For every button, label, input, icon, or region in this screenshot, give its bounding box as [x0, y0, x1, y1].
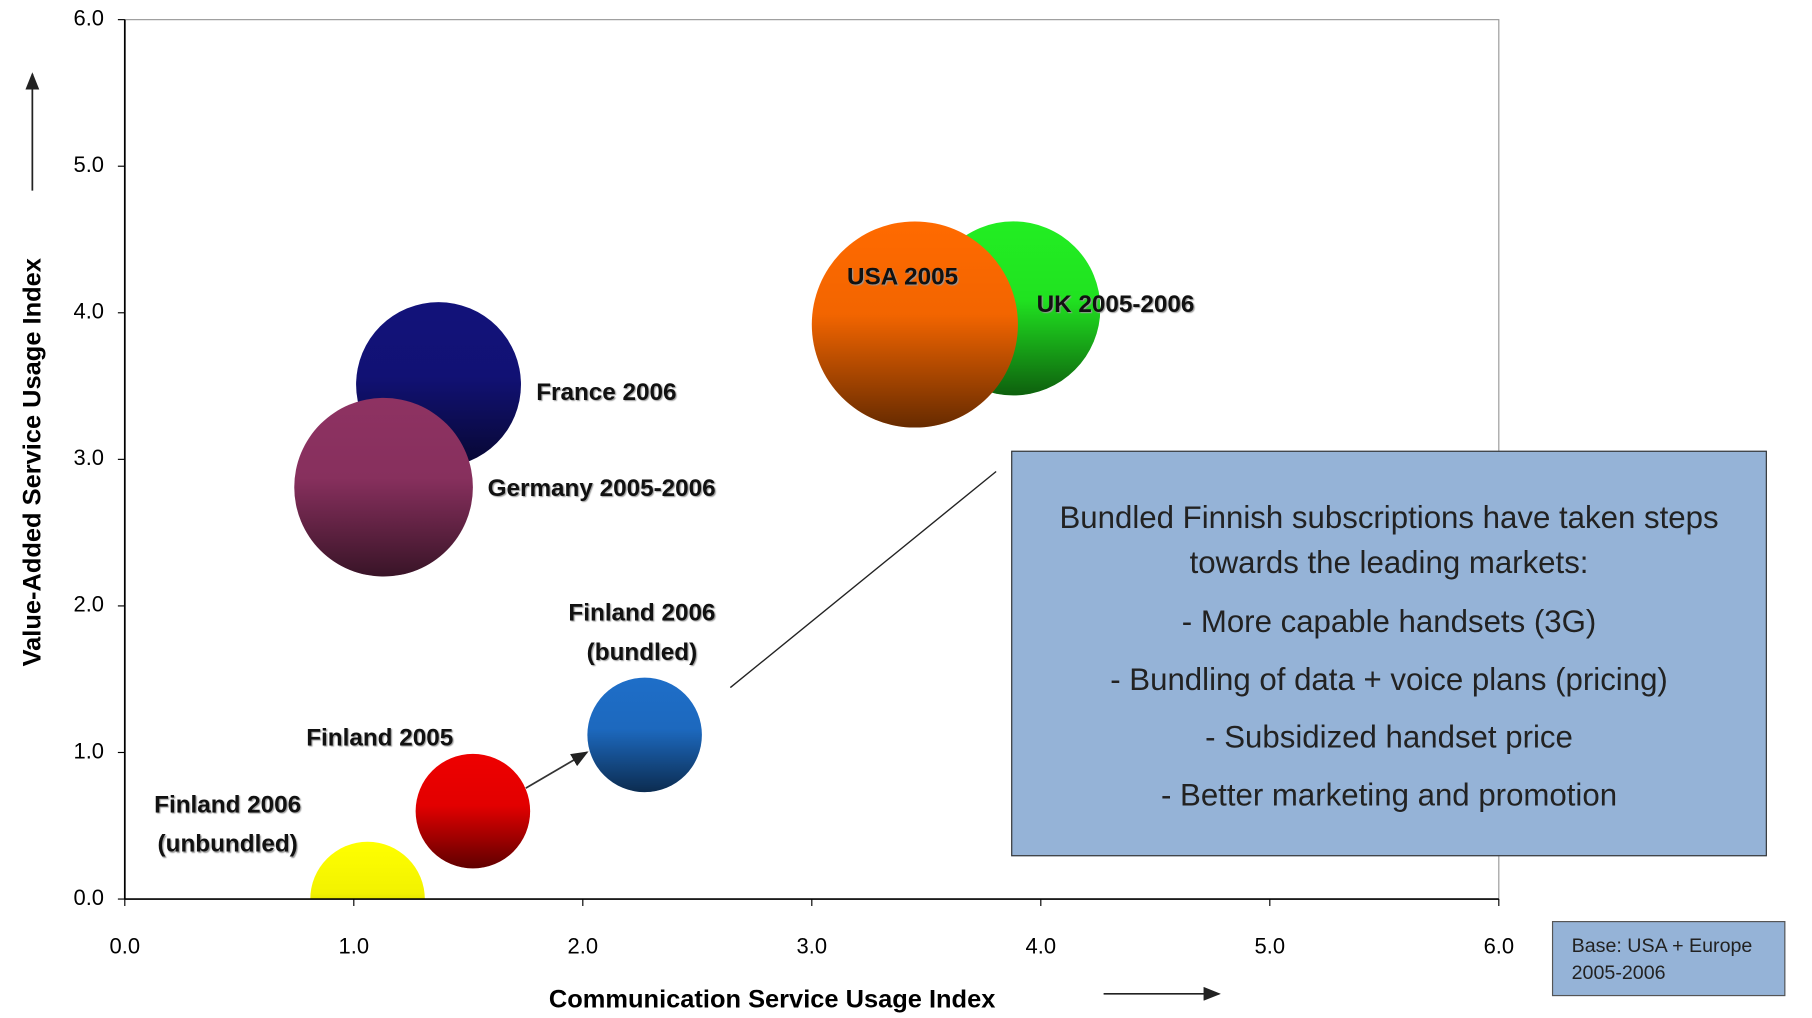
bubble-label: UK 2005-2006	[1036, 291, 1195, 318]
annotation-line: - More capable handsets (3G)	[1181, 604, 1597, 640]
bubble-label: Finland 2006 (unbundled)	[154, 791, 302, 858]
annotation-box: Bundled Finnish subscriptions have taken…	[1011, 450, 1767, 857]
bubble-shade	[310, 841, 425, 900]
x-tick-label: 5.0	[1255, 933, 1286, 958]
x-tick-label: 1.0	[339, 933, 370, 958]
x-tick-label: 4.0	[1026, 933, 1057, 958]
leader-line	[729, 470, 997, 689]
bubble-label: USA 2005	[847, 263, 959, 291]
x-tick-label: 6.0	[1484, 933, 1515, 958]
bubble-shade	[811, 221, 1018, 428]
y-tick-label: 1.0	[74, 738, 105, 763]
bubble-label: Germany 2005-2006	[487, 474, 716, 502]
base-note: Base: USA + Europe 2005-2006	[1551, 921, 1786, 997]
annotation-line: - Subsidized handset price	[1205, 719, 1573, 755]
annotation-line: Bundled Finnish subscriptions have taken…	[1059, 500, 1719, 581]
annotation-line: - Bundling of data + voice plans (pricin…	[1110, 662, 1668, 697]
y-axis-label: Value-Added Service Usage Index	[17, 258, 47, 667]
x-tick-label: 2.0	[568, 933, 599, 958]
bubbles	[294, 221, 1101, 900]
bubble-label: Finland 2005	[306, 724, 454, 752]
bubble-label: France 2006	[536, 379, 677, 406]
bubble-shade	[415, 753, 531, 869]
bubble-shade	[587, 677, 702, 793]
y-tick-label: 6.0	[74, 5, 105, 30]
y-tick-label: 3.0	[74, 445, 105, 470]
bubble-label: Finland 2006 (bundled)	[568, 599, 716, 666]
y-tick-label: 4.0	[74, 299, 105, 324]
x-tick-label: 0.0	[110, 933, 141, 958]
x-axis-label: Communication Service Usage Index	[548, 984, 996, 1014]
annotation-line: - Better marketing and promotion	[1160, 777, 1618, 813]
bubble-shade	[294, 397, 473, 577]
x-tick-label: 3.0	[797, 933, 828, 958]
y-tick-label: 2.0	[74, 592, 105, 617]
trend-arrow	[525, 751, 589, 789]
y-tick-label: 5.0	[74, 152, 105, 177]
y-tick-label: 0.0	[74, 885, 105, 910]
